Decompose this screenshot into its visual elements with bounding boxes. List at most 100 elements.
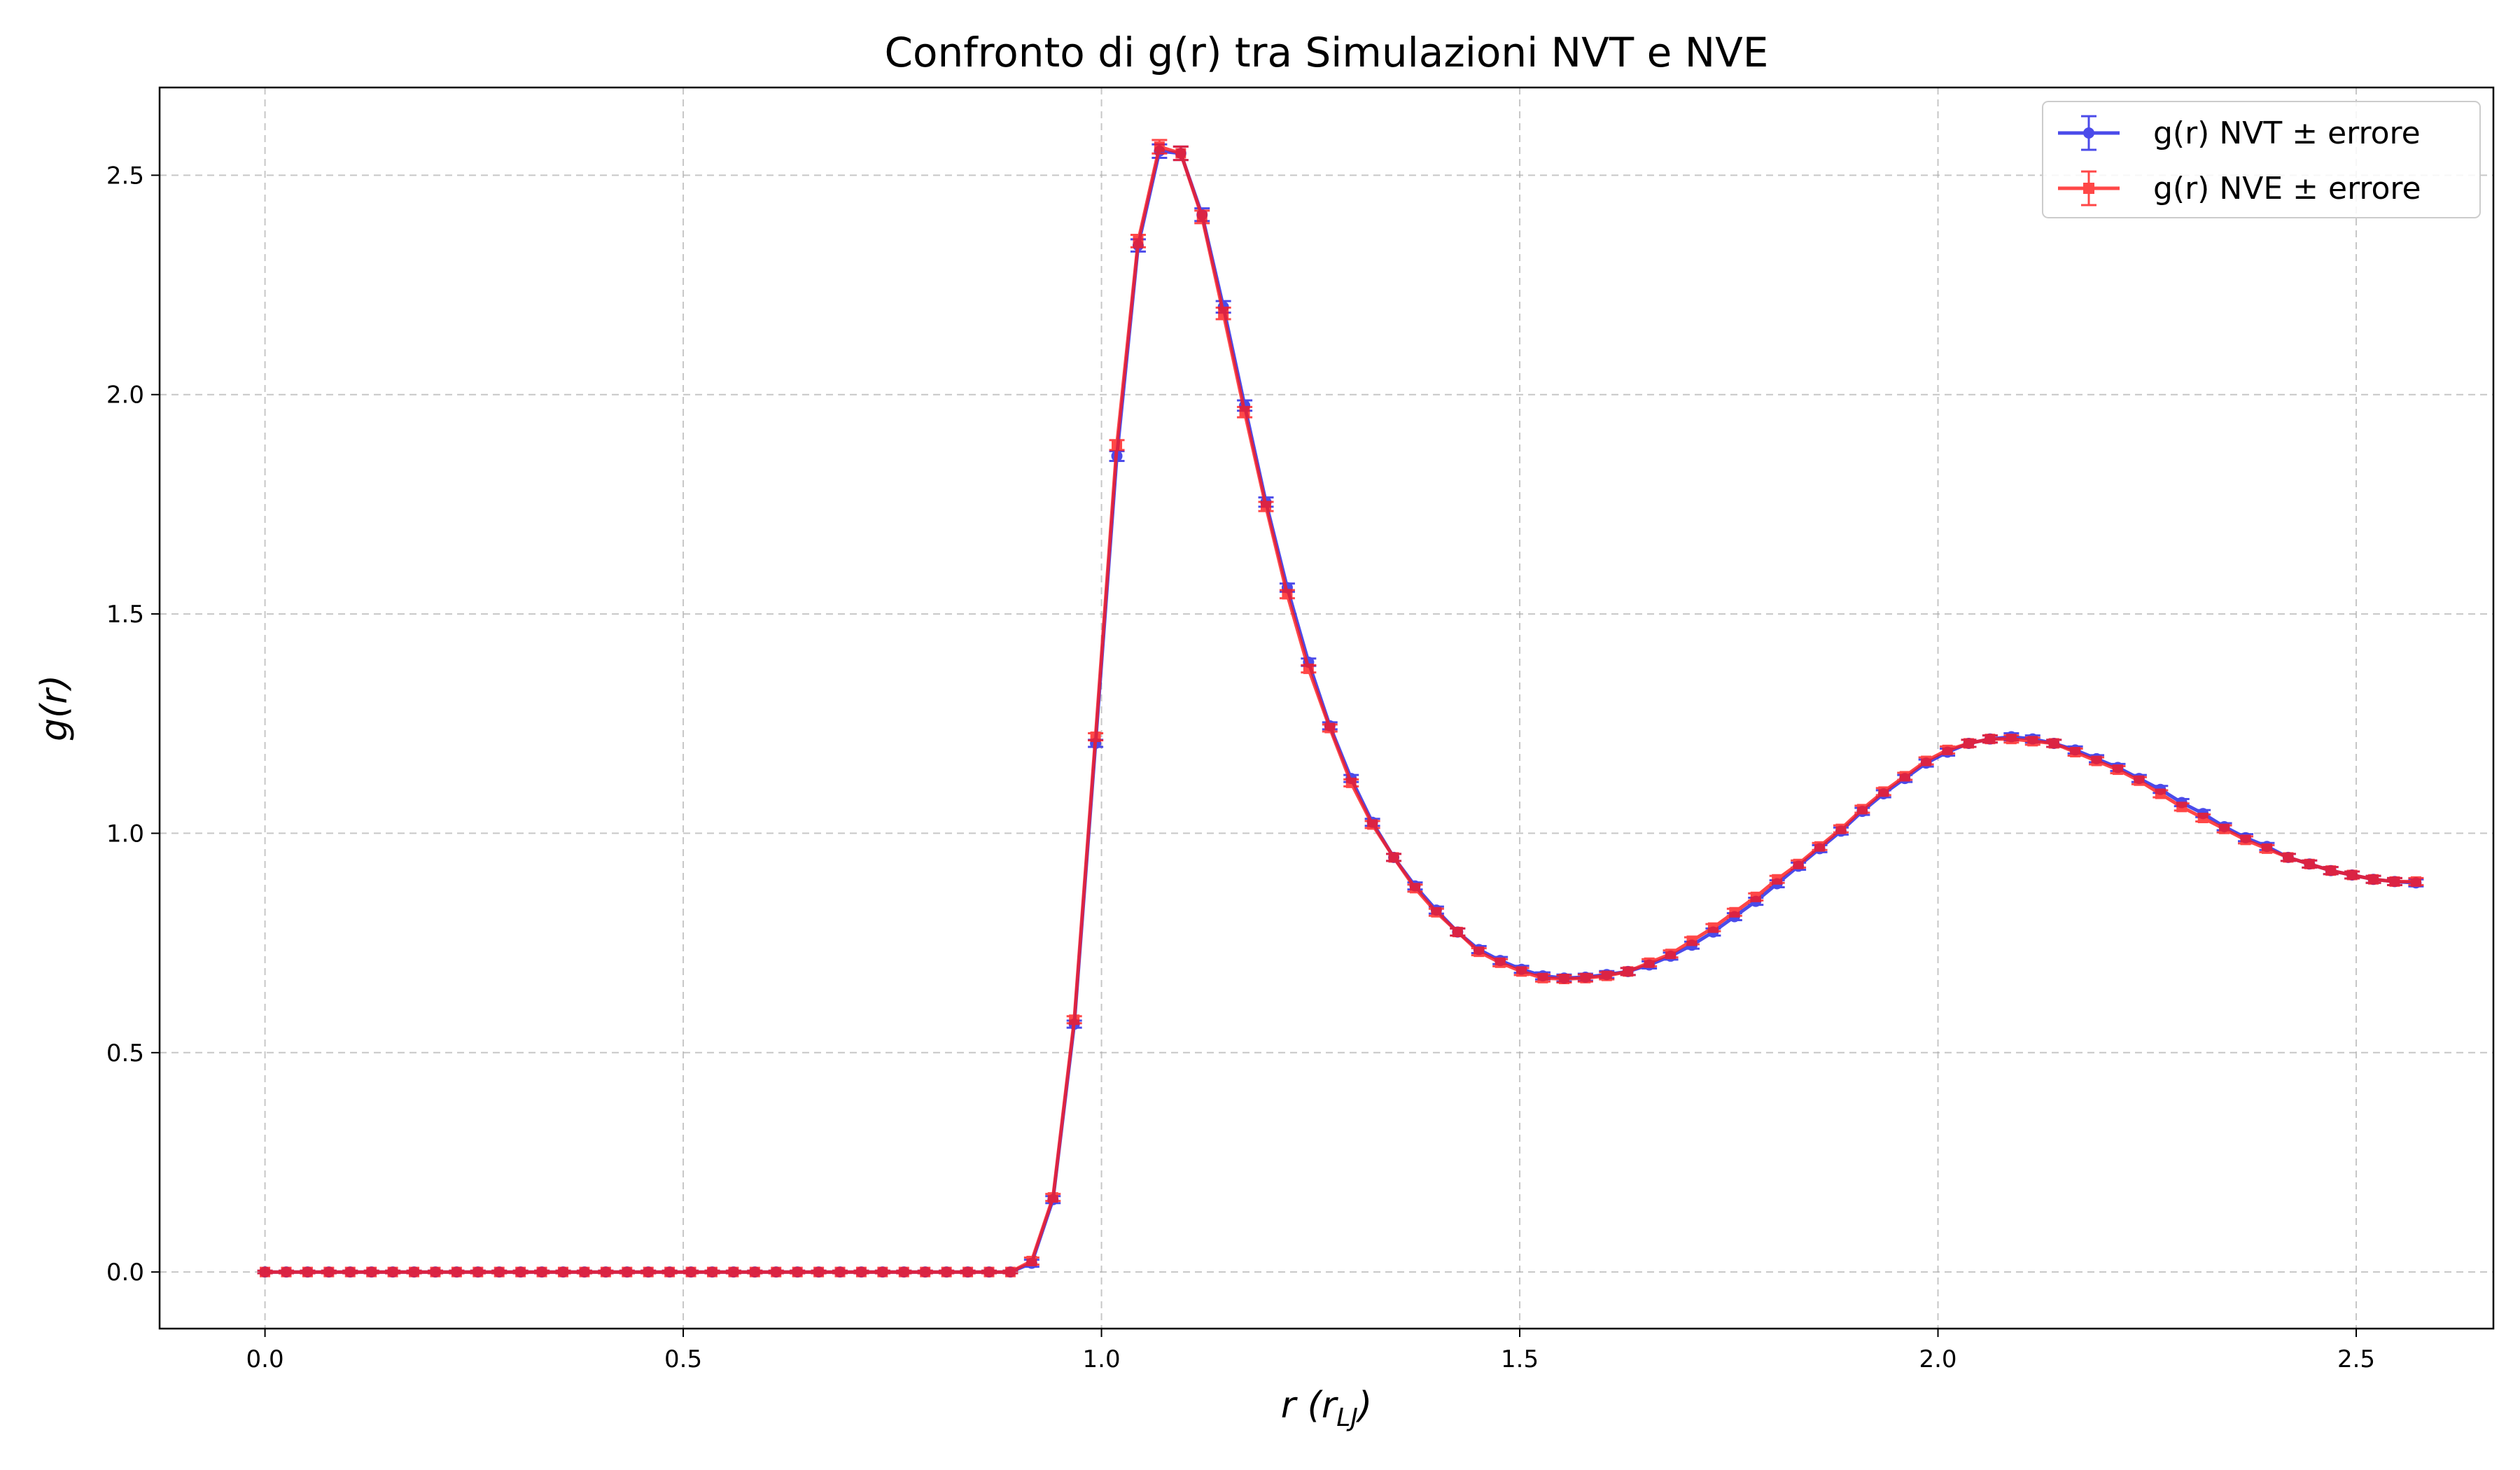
data-point (1154, 141, 1165, 153)
x-tick-label: 1.0 (1083, 1345, 1121, 1373)
data-point (387, 1266, 398, 1278)
y-tick-label: 0.0 (106, 1259, 144, 1287)
data-point (536, 1266, 547, 1278)
data-point (962, 1266, 974, 1278)
data-point (1388, 852, 1399, 863)
data-point (1899, 771, 1910, 782)
data-point (1282, 589, 1293, 600)
data-point (1409, 883, 1420, 894)
data-point (1516, 966, 1527, 977)
data-point (409, 1266, 420, 1278)
data-point (2176, 802, 2188, 813)
data-point (920, 1266, 931, 1278)
legend-entry-1 (2058, 115, 2120, 151)
data-point (792, 1266, 803, 1278)
data-point (706, 1266, 718, 1278)
data-point (1537, 972, 1548, 983)
plot-frame (158, 86, 2495, 1330)
data-point (493, 1266, 505, 1278)
legend-marker (2083, 183, 2094, 194)
data-point (941, 1266, 952, 1278)
data-point (2091, 755, 2102, 766)
y-tick-label: 1.0 (106, 820, 144, 848)
data-point (323, 1266, 335, 1278)
data-point (664, 1266, 676, 1278)
data-point (2325, 865, 2337, 876)
data-point (2070, 746, 2081, 757)
data-point (260, 1266, 271, 1278)
data-point (2368, 874, 2379, 885)
grid-lines (160, 88, 2493, 1329)
data-point (1644, 957, 1655, 968)
data-point (2197, 812, 2208, 823)
data-point (1835, 823, 1847, 834)
data-point (2410, 876, 2421, 887)
y-tick-label: 1.5 (106, 601, 144, 629)
x-tick-label: 0.5 (664, 1345, 702, 1373)
legend-label: g(r) NVE ± errore (2153, 171, 2421, 206)
y-tick-label: 0.5 (106, 1040, 144, 1068)
data-point (2027, 736, 2038, 747)
data-point (1665, 948, 1676, 960)
x-axis-label: r (rLJ) (1281, 1385, 1373, 1432)
x-tick-label: 2.5 (2337, 1345, 2375, 1373)
data-point (2219, 823, 2230, 834)
data-point (1686, 935, 1698, 946)
legend-entry-2 (2058, 170, 2120, 206)
x-tick-label: 2.0 (1919, 1345, 1956, 1373)
data-point (558, 1266, 569, 1278)
data-point (643, 1266, 654, 1278)
data-point (2048, 738, 2059, 749)
data-point (877, 1266, 888, 1278)
data-point (1303, 663, 1314, 674)
data-point (1431, 906, 1442, 918)
data-point (1026, 1255, 1037, 1266)
data-point (1750, 891, 1761, 902)
x-axis-label-subscript: LJ (1336, 1404, 1358, 1432)
data-point (1494, 957, 1506, 968)
data-point (1601, 970, 1612, 981)
data-point (1004, 1266, 1016, 1278)
y-axis-label: g(r) (34, 675, 76, 741)
data-point (2112, 764, 2123, 776)
x-tick-label: 0.0 (246, 1345, 284, 1373)
data-point (1324, 722, 1336, 734)
y-tick-label: 2.5 (106, 162, 144, 190)
data-point (1707, 922, 1718, 933)
data-point (1452, 926, 1463, 937)
data-point (1090, 732, 1101, 743)
data-point (1112, 440, 1123, 451)
legend-marker (2083, 127, 2094, 139)
data-point (855, 1266, 867, 1278)
data-point (983, 1266, 995, 1278)
chart-title: Confronto di g(r) tra Simulazioni NVT e … (885, 29, 1769, 76)
data-point (1772, 874, 1783, 885)
data-point (2283, 852, 2294, 863)
data-point (1239, 407, 1250, 418)
data-point (344, 1266, 356, 1278)
legend: g(r) NVT ± errore g(r) NVE ± errore (2042, 101, 2481, 218)
data-point (1729, 906, 1740, 918)
data-point (579, 1266, 590, 1278)
data-point (813, 1266, 825, 1278)
data-point (2389, 876, 2400, 887)
x-axis-ticks: 0.0 0.5 1.0 1.5 2.0 2.5 (246, 1329, 2375, 1373)
series-2 (257, 139, 2424, 1278)
y-tick-label: 2.0 (106, 382, 144, 410)
data-point (2346, 869, 2358, 881)
legend-label: g(r) NVT ± errore (2153, 115, 2421, 151)
data-point (1984, 734, 1996, 745)
data-point (622, 1266, 633, 1278)
data-point (2240, 834, 2251, 846)
data-point (1133, 235, 1144, 246)
data-point (2005, 734, 2017, 745)
data-point (1580, 972, 1591, 983)
data-point (451, 1266, 462, 1278)
data-point (2304, 858, 2315, 869)
data-point (1793, 858, 1804, 869)
data-point (2155, 788, 2166, 799)
y-axis-ticks: 0.0 0.5 1.0 1.5 2.0 2.5 (106, 162, 160, 1287)
data-point (366, 1266, 377, 1278)
plot-series (257, 139, 2424, 1278)
